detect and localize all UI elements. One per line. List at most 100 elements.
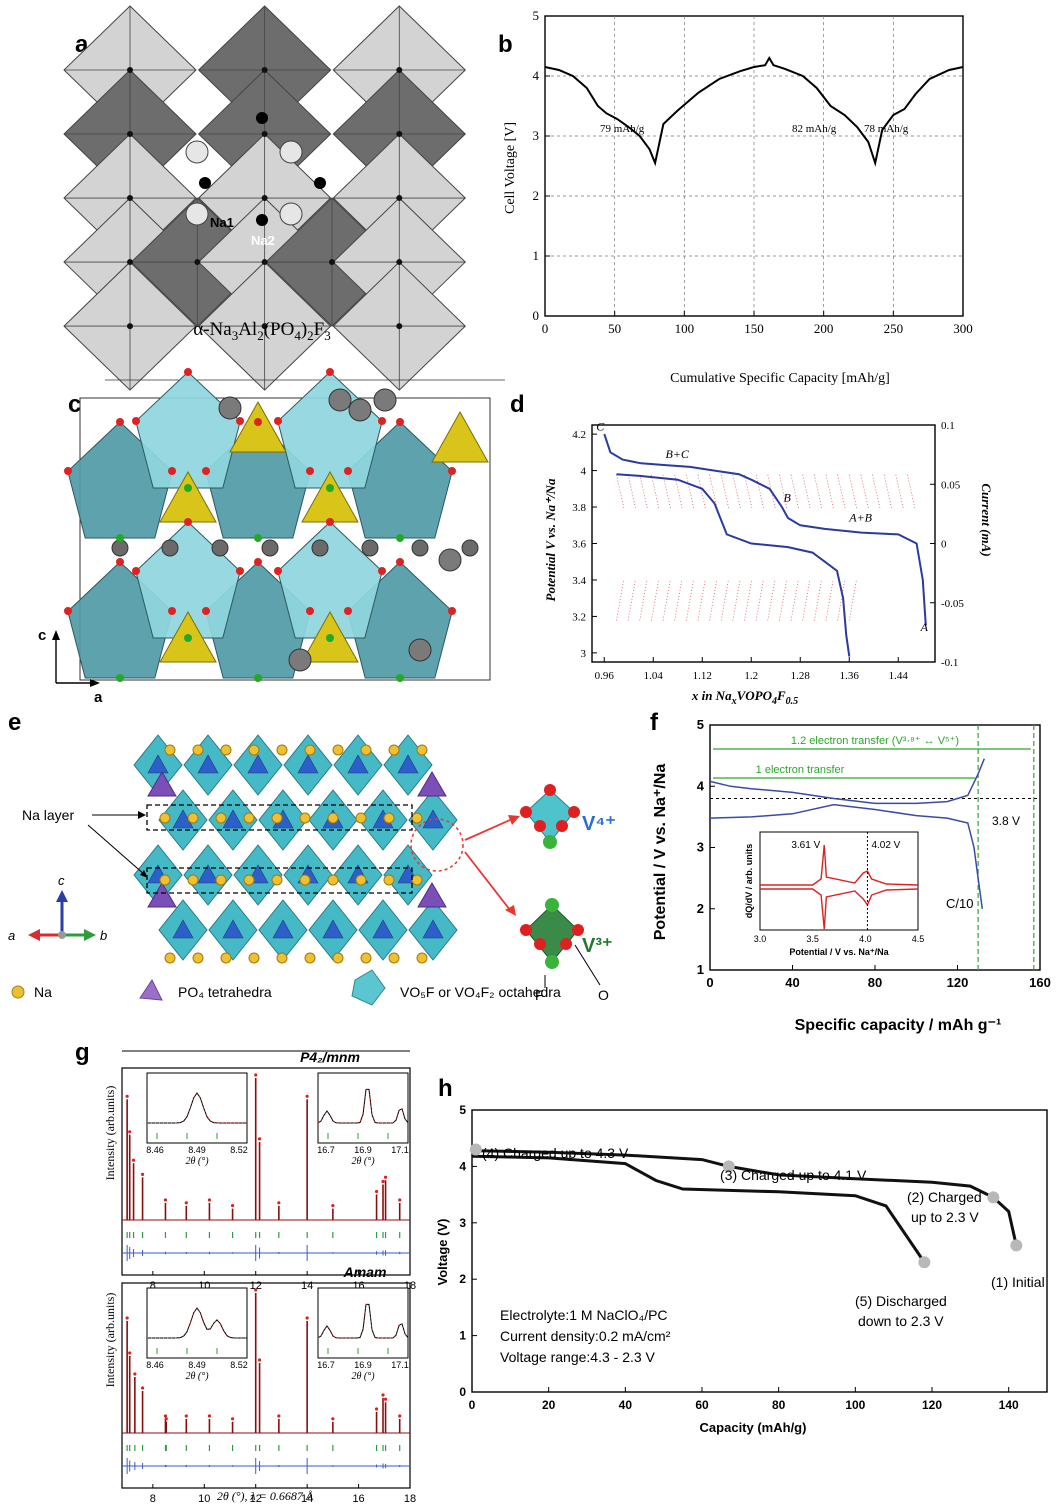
na-atom: [373, 388, 397, 412]
o-atom: [236, 567, 244, 575]
o-atom: [132, 567, 140, 575]
current-trace: [848, 474, 857, 509]
o-atom: [520, 806, 532, 818]
panel-h: h 0 20 40 60 80 100 120 140 0 1 2 3 4 5 (4) Charged up…: [435, 1075, 1048, 1435]
series-line-discharge: [616, 473, 851, 657]
inset-obs: [147, 1092, 247, 1124]
vertex-atom: [127, 323, 133, 330]
o-atom: [116, 418, 124, 426]
arrow-head: [505, 905, 516, 916]
current-trace: [616, 578, 625, 621]
na-atom: [388, 952, 400, 964]
obs-point: [128, 1130, 132, 1134]
chart-h-xlabel: Capacity (mAh/g): [700, 1420, 807, 1435]
inset-tick-label: 8.49: [188, 1360, 206, 1370]
inset-fit: [317, 1303, 409, 1339]
v4-octahedron: [525, 789, 575, 843]
inset-frame: [146, 1287, 248, 1359]
obs-point: [164, 1417, 168, 1421]
y-tick-label: 4: [581, 466, 587, 478]
po4-tetrahedron: [417, 882, 447, 908]
current-trace: [755, 474, 764, 509]
x-tick-label: 40: [619, 1398, 633, 1412]
x-tick-label: 0: [706, 975, 713, 990]
x-tick-label: 150: [744, 321, 764, 336]
x-tick-label: 300: [953, 321, 973, 336]
axis-e-a: a: [8, 928, 15, 943]
panel-g-letter: g: [75, 1039, 90, 1066]
x-tick-label: 16: [352, 1493, 364, 1505]
inset-tick-label: 3.5: [806, 934, 819, 944]
inset-tick-label: 3.0: [754, 934, 767, 944]
y-tick-label: 3.4: [572, 575, 586, 587]
na-atom: [299, 812, 311, 824]
obs-point: [125, 1316, 129, 1320]
na-atom: [311, 539, 329, 557]
chart-h-ylabel: Voltage (V): [435, 1219, 450, 1286]
current-trace: [790, 474, 799, 509]
obs-point: [374, 1407, 379, 1411]
v-center: [247, 754, 269, 774]
legend-vo: VO₅F or VO₄F₂ octahedra: [400, 984, 561, 1000]
inset-tick-label: 16.7: [317, 1145, 335, 1155]
f-atom: [116, 674, 124, 682]
inset-xlabel: 2θ (°): [351, 1371, 375, 1382]
info-label: Current density:0.2 mA/cm²: [500, 1328, 671, 1344]
y2-tick-label: 0.1: [941, 420, 955, 432]
x-tick-label: 8: [150, 1280, 156, 1292]
current-trace: [837, 474, 846, 509]
na2-atom: [256, 214, 268, 226]
obs-point: [331, 1204, 335, 1208]
chart-f: 0 40 80 120 160 1 2 3 4 5 1.2 electron transfer (V…: [697, 717, 1051, 990]
obs-point: [163, 1414, 168, 1418]
y-tick-label: 4: [533, 68, 540, 83]
y-tick-label: 0: [533, 308, 540, 323]
o-atom: [572, 924, 584, 936]
chart-d-xlabel: x in NaxVOPO4F0.5: [691, 688, 798, 707]
o-atom: [448, 467, 456, 475]
crystal-structure-e: [133, 734, 601, 988]
x-tick-label: 140: [999, 1398, 1019, 1412]
y-tick-label: 3: [533, 128, 540, 143]
y-tick-label: 3: [459, 1216, 466, 1230]
na-atom: [248, 952, 260, 964]
current-trace: [872, 474, 881, 509]
f-atom: [396, 534, 404, 542]
series-line-charge: [603, 433, 927, 626]
v-center: [222, 809, 244, 829]
f-atom: [545, 955, 559, 969]
na-atom: [327, 812, 339, 824]
x-tick-label: 40: [785, 975, 799, 990]
phase-label: A: [920, 620, 929, 634]
obs-point: [305, 1316, 309, 1320]
inset-frame: [317, 1072, 409, 1144]
o-atom: [184, 368, 192, 376]
obs-point: [254, 1073, 258, 1077]
obs-point: [125, 1094, 129, 1098]
na2-atom: [314, 177, 326, 189]
na-atom: [220, 744, 232, 756]
obs-point: [128, 1351, 132, 1355]
site-label-na1: Na1: [210, 215, 234, 230]
inset-obs: [147, 1307, 247, 1339]
y2-tick-label: 0.05: [941, 479, 961, 491]
arrow: [464, 819, 511, 841]
panel-d: d 0.96 1.04 1.12 1.2 1.28 1.36 1.44 3 3.2 3.4 3.6 3…: [510, 391, 994, 707]
y2-tick-label: -0.1: [941, 657, 958, 669]
obs-point: [133, 1372, 137, 1376]
inset-peak-label: 4.02 V: [871, 840, 900, 851]
o-atom: [64, 467, 72, 475]
panel-h-letter: h: [438, 1075, 453, 1102]
x-tick-label: 12: [250, 1493, 262, 1505]
current-trace: [790, 578, 799, 621]
na-atom: [388, 744, 400, 756]
legend-na: Na: [34, 984, 52, 1000]
x-tick-label: 80: [868, 975, 882, 990]
na1-atom: [185, 202, 209, 226]
v-center: [147, 754, 169, 774]
unit-cell: [79, 397, 491, 681]
y2-tick-label: -0.05: [941, 598, 964, 610]
na-atom: [332, 744, 344, 756]
phase-label: B+C: [666, 447, 690, 461]
o-atom: [544, 784, 556, 796]
